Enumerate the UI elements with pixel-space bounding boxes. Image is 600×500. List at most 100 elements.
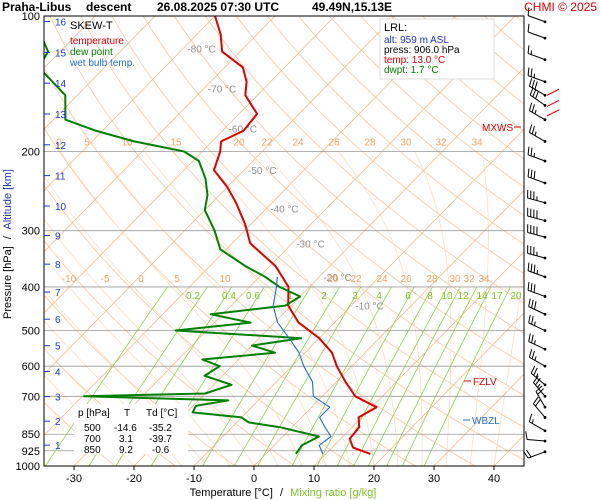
mixing-ratio-label: 8 — [427, 291, 433, 302]
theta-label: 20 — [327, 274, 339, 285]
mixing-ratio-label: 4 — [376, 291, 382, 302]
wind-barb-dot — [543, 80, 547, 84]
wind-barb-flag — [533, 284, 536, 293]
altitude-tick-label: 13 — [55, 110, 67, 121]
profile-dew-point — [44, 39, 320, 455]
y-axis-title: Pressure [hPa] / Altitude [km] — [2, 169, 14, 319]
wind-barb-dot — [543, 140, 547, 143]
mixing-ratio-label: 3 — [352, 291, 358, 302]
isotherm-label: -80 °C — [187, 44, 215, 55]
theta-label: 32 — [435, 137, 447, 148]
pressure-tick-label: 925 — [22, 446, 40, 458]
header-mode: descent — [86, 0, 131, 14]
wind-barb-dot — [543, 219, 547, 223]
svg-text:Pressure [hPa] / A: Pressure [hPa] / Altitude [km] — [2, 169, 14, 319]
altitude-tick-label: 14 — [55, 79, 67, 90]
pressure-tick-label: 850 — [22, 429, 40, 441]
wind-barb-flag — [525, 431, 528, 440]
wind-barb — [527, 282, 547, 298]
pressure-tick-label: 200 — [22, 146, 40, 158]
wind-barb-dot — [543, 235, 547, 239]
wind-barb-half-flag — [534, 109, 537, 115]
wind-barb-dot — [543, 312, 547, 316]
pressure-tick-label: 500 — [22, 326, 40, 338]
mixing-ratio-line — [44, 286, 168, 466]
mixing-ratio-label: 20 — [510, 291, 522, 302]
wind-barb-flag — [531, 79, 535, 88]
wind-barb-flag — [533, 301, 537, 310]
wind-barb-dot — [543, 295, 547, 298]
wind-barb-half-flag — [533, 321, 536, 326]
altitude-tick-label: 4 — [55, 367, 61, 378]
altitude-tick-label: 11 — [55, 172, 66, 183]
header-credit: CHMI © 2025 — [524, 0, 597, 14]
table-header-p: p [hPa] — [78, 408, 110, 419]
isotherm-label: -40 °C — [270, 205, 298, 216]
axis-ticks: 1002003004005006007008509251000123456789… — [16, 11, 501, 485]
summary-table-background — [74, 404, 188, 454]
table-header-td: Td [°C] — [146, 408, 177, 419]
wind-barb-flag — [531, 299, 534, 309]
max-wind-barb — [546, 99, 560, 107]
dry-adiabat — [111, 16, 524, 396]
pressure-tick-label: 600 — [22, 361, 40, 373]
wind-barb-dot — [543, 256, 547, 260]
isotherm-label: -30 °C — [296, 239, 324, 250]
wind-barb-flag — [527, 282, 530, 291]
wind-barb-flag — [533, 375, 539, 383]
altitude-tick-label: 8 — [55, 260, 61, 271]
wind-barb-flag — [527, 7, 530, 16]
dry-adiabat — [235, 16, 524, 274]
temperature-tick-label: 10 — [308, 473, 320, 485]
wind-barb-flag — [530, 263, 533, 272]
mixing-ratio-line — [367, 286, 461, 466]
mixing-ratio-label: 0.2 — [186, 291, 200, 302]
isotherm — [44, 16, 216, 191]
wind-barb-dot — [543, 383, 547, 387]
profile-temperature — [213, 16, 378, 455]
theta-label: 24 — [292, 137, 304, 148]
wind-barb-flag — [532, 89, 537, 98]
dry-adiabat — [44, 67, 476, 466]
mixing-ratio-line — [423, 286, 511, 466]
wind-barb-half-flag — [534, 131, 537, 136]
isotherm — [44, 16, 456, 436]
wind-barb-flag — [523, 450, 529, 459]
legend: SKEW-T temperature dew point wet bulb te… — [69, 20, 135, 69]
table-cell: -39.7 — [149, 434, 172, 445]
lrl-altitude: alt: 959 m ASL — [384, 35, 449, 46]
x-axis-title-temperature: Temperature [°C] — [190, 487, 273, 499]
mixing-ratio-label: 0.6 — [246, 291, 260, 302]
wind-barb-flag — [527, 23, 530, 33]
wind-barb — [527, 262, 547, 279]
wind-barb-flag — [528, 102, 533, 111]
wind-barb — [528, 78, 547, 97]
wind-barb-flag — [528, 78, 533, 87]
theta-label: 10 — [219, 274, 231, 285]
altitude-tick-label: 12 — [55, 141, 67, 152]
mixing-ratio-label: 12 — [457, 291, 469, 302]
wind-barb-flag — [530, 68, 533, 77]
altitude-tick-label: 7 — [55, 288, 61, 299]
wind-barb-dot — [543, 439, 547, 443]
wind-barb — [528, 333, 547, 351]
mixing-ratio-line — [316, 286, 415, 466]
wind-barb — [525, 431, 547, 443]
wind-barb — [527, 146, 547, 163]
wind-barb — [527, 245, 547, 260]
wind-barb-flag — [528, 349, 533, 358]
wind-barb — [528, 413, 547, 433]
wind-barb-flag — [530, 365, 536, 374]
wind-barb-flag — [531, 316, 534, 325]
mixing-ratio-line — [401, 286, 492, 466]
wind-barb-flag — [531, 125, 535, 135]
mixing-ratio-line — [257, 286, 362, 466]
theta-label: 10 — [121, 137, 133, 148]
wind-barb — [523, 449, 547, 459]
temperature-tick-label: -30 — [66, 473, 82, 485]
wind-barb — [528, 314, 547, 332]
temperature-tick-label: 30 — [428, 473, 440, 485]
wind-barb — [528, 124, 547, 143]
wind-barb-flag — [533, 170, 536, 180]
wind-barb-half-flag — [534, 356, 537, 361]
